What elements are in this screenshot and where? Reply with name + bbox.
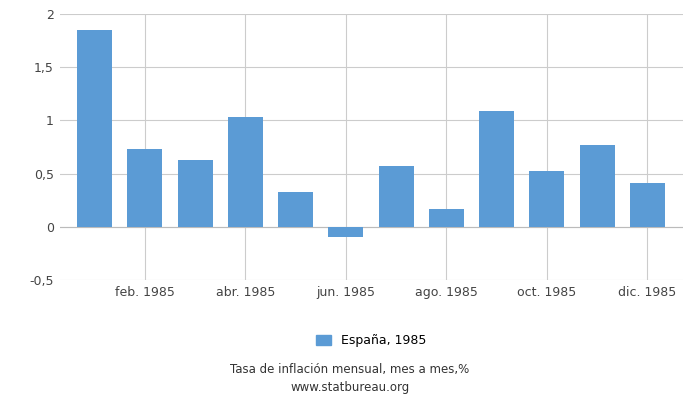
Bar xyxy=(228,117,263,227)
Bar xyxy=(429,209,464,227)
Legend: España, 1985: España, 1985 xyxy=(316,334,426,347)
Bar xyxy=(278,192,313,227)
Bar xyxy=(178,160,213,227)
Bar xyxy=(379,166,414,227)
Bar xyxy=(328,227,363,238)
Bar xyxy=(479,111,514,227)
Text: Tasa de inflación mensual, mes a mes,%: Tasa de inflación mensual, mes a mes,% xyxy=(230,364,470,376)
Bar xyxy=(77,30,112,227)
Bar xyxy=(580,145,615,227)
Bar xyxy=(529,172,564,227)
Bar xyxy=(630,183,665,227)
Text: www.statbureau.org: www.statbureau.org xyxy=(290,382,410,394)
Bar xyxy=(127,149,162,227)
